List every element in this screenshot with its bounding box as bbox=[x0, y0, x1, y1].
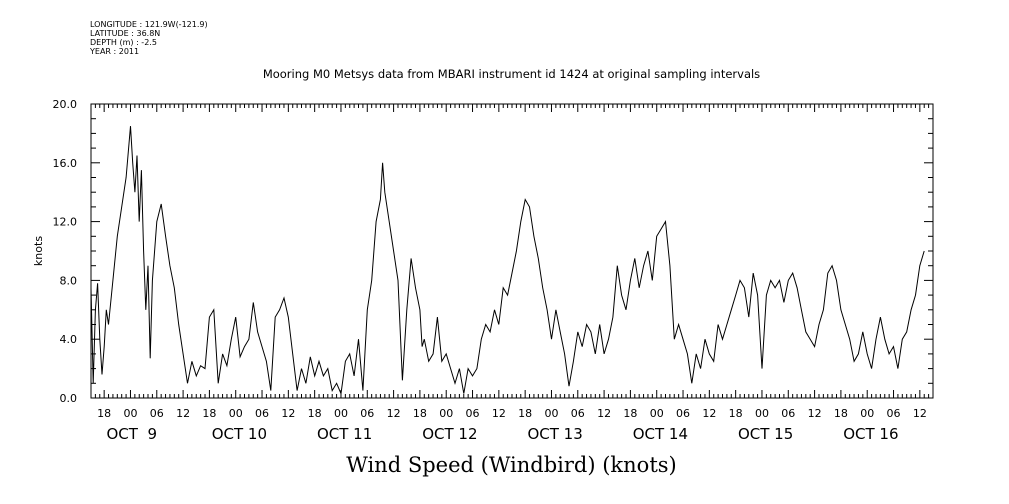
y-tick-label: 0.0 bbox=[60, 392, 78, 405]
x-hour-label: 18 bbox=[518, 407, 532, 420]
chart-title-text: Mooring M0 Metsys data from MBARI instru… bbox=[262, 67, 761, 81]
x-hour-label: 12 bbox=[176, 407, 190, 420]
x-day-label: OCT 10 bbox=[212, 425, 267, 443]
x-hour-label: 06 bbox=[571, 407, 585, 420]
x-hour-label: 12 bbox=[913, 407, 927, 420]
x-hour-label: 00 bbox=[229, 407, 243, 420]
x-hour-label: 06 bbox=[255, 407, 269, 420]
y-tick-label: 12.0 bbox=[53, 216, 78, 229]
depth-label: DEPTH (m) : -2.5 bbox=[90, 38, 157, 47]
x-hour-label: 12 bbox=[702, 407, 716, 420]
x-hour-label: 06 bbox=[781, 407, 795, 420]
x-hour-label: 12 bbox=[281, 407, 295, 420]
y-tick-label: 20.0 bbox=[53, 98, 78, 111]
x-day-label: OCT 15 bbox=[738, 425, 793, 443]
x-hour-label: 12 bbox=[492, 407, 506, 420]
x-day-label: OCT 12 bbox=[422, 425, 477, 443]
x-hour-label: 00 bbox=[123, 407, 137, 420]
x-hour-label: 00 bbox=[439, 407, 453, 420]
y-tick-label: 16.0 bbox=[53, 157, 78, 170]
x-day-label: OCT 13 bbox=[527, 425, 582, 443]
x-hour-label: 18 bbox=[413, 407, 427, 420]
chart-subtitle: Wind Speed (Windbird) (knots) bbox=[0, 453, 1009, 477]
x-hour-label: 06 bbox=[150, 407, 164, 420]
x-hour-label: 18 bbox=[308, 407, 322, 420]
x-hour-label: 00 bbox=[650, 407, 664, 420]
latitude-label: LATITUDE : 36.8N bbox=[90, 29, 161, 38]
x-hour-label: 06 bbox=[360, 407, 374, 420]
plot-frame bbox=[90, 103, 934, 399]
x-hour-label: 06 bbox=[676, 407, 690, 420]
x-day-label: OCT 16 bbox=[843, 425, 898, 443]
x-hour-label: 12 bbox=[597, 407, 611, 420]
x-hour-label: 18 bbox=[97, 407, 111, 420]
x-hour-label: 00 bbox=[755, 407, 769, 420]
wind-speed-line bbox=[90, 126, 925, 396]
x-hour-label: 00 bbox=[334, 407, 348, 420]
y-tick-label: 8.0 bbox=[60, 274, 78, 287]
x-hour-label: 18 bbox=[834, 407, 848, 420]
x-day-label: OCT 11 bbox=[317, 425, 372, 443]
longitude-label: LONGITUDE : 121.9W(-121.9) bbox=[90, 20, 208, 29]
x-day-label: OCT 9 bbox=[106, 425, 157, 443]
x-hour-label: 18 bbox=[623, 407, 637, 420]
x-hour-label: 06 bbox=[887, 407, 901, 420]
x-hour-label: 18 bbox=[729, 407, 743, 420]
y-axis-label: knots bbox=[32, 236, 45, 266]
year-label: YEAR : 2011 bbox=[90, 47, 140, 56]
x-hour-label: 06 bbox=[466, 407, 480, 420]
chart-title: Mooring M0 Metsys data from MBARI instru… bbox=[0, 67, 1009, 81]
x-hour-label: 12 bbox=[808, 407, 822, 420]
x-hour-label: 18 bbox=[202, 407, 216, 420]
x-day-label: OCT 14 bbox=[633, 425, 688, 443]
y-tick-label: 4.0 bbox=[60, 333, 78, 346]
x-hour-label: 00 bbox=[544, 407, 558, 420]
chart-subtitle-text: Wind Speed (Windbird) (knots) bbox=[346, 453, 677, 477]
x-hour-label: 12 bbox=[387, 407, 401, 420]
metadata-block: LONGITUDE : 121.9W(-121.9) LATITUDE : 36… bbox=[90, 20, 208, 56]
x-hour-label: 00 bbox=[860, 407, 874, 420]
